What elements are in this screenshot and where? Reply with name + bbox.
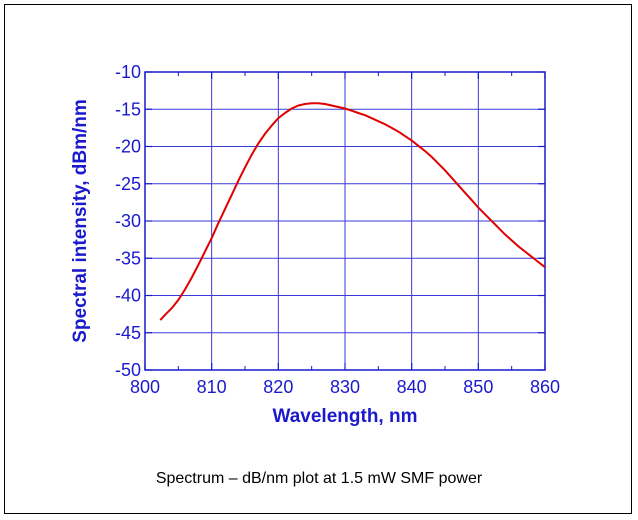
x-tick-labels: 800 810 820 830 840 850 860 [130,377,560,397]
y-tick-label: -25 [115,174,141,194]
series-line [159,102,546,321]
spectrum-chart: 800 810 820 830 840 850 860 -50 -45 -40 -35 -30 -25… [70,62,560,427]
figure-frame [4,4,632,514]
y-tick-label: -15 [115,99,141,119]
y-tick-label: -30 [115,211,141,231]
y-tick-label: -50 [115,360,141,380]
y-tick-labels: -50 -45 -40 -35 -30 -25 -20 -15 -10 [115,62,141,380]
y-tick-label: -10 [115,62,141,82]
x-tick-label: 840 [397,377,427,397]
x-axis-label: Wavelength, nm [273,406,418,427]
y-tick-label: -45 [115,323,141,343]
x-tick-label: 850 [463,377,493,397]
x-tick-label: 820 [263,377,293,397]
x-tick-label: 810 [197,377,227,397]
x-tick-label: 800 [130,377,160,397]
x-tick-label: 860 [530,377,560,397]
grid [145,72,545,370]
y-tick-label: -40 [115,286,141,306]
tick-marks [144,71,546,371]
y-axis-label: Spectral intensity, dBm/nm [70,99,91,343]
y-tick-label: -35 [115,248,141,268]
figure-caption: Spectrum – dB/nm plot at 1.5 mW SMF powe… [155,470,483,487]
y-tick-label: -20 [115,137,141,157]
x-tick-label: 830 [330,377,360,397]
